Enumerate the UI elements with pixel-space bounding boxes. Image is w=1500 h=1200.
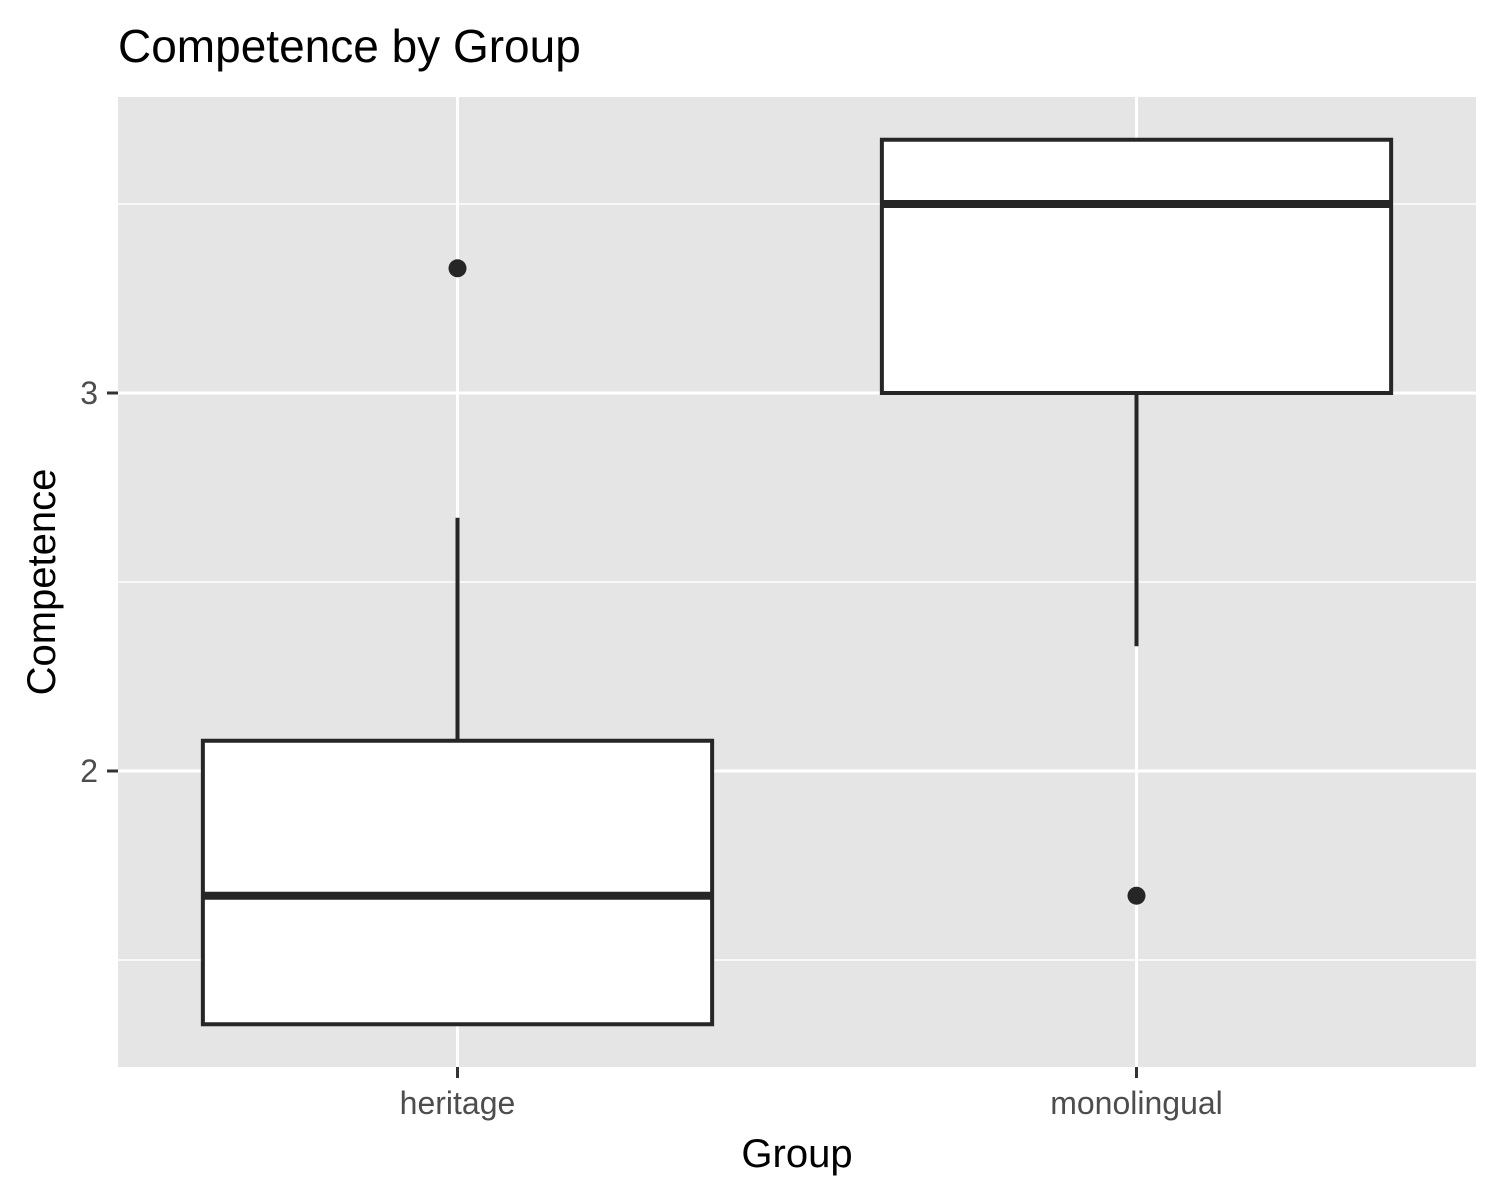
outlier-point [448,259,467,278]
x-tick-label: heritage [400,1085,516,1121]
y-tick-label: 2 [80,753,98,789]
box-monolingual [879,137,1394,905]
x-tick-label: monolingual [1050,1085,1223,1121]
y-tick-label: 3 [80,375,98,411]
y-axis: 23 [80,375,118,789]
x-axis-title: Group [741,1132,852,1176]
box-iqr [879,137,1394,395]
x-axis: heritage monolingual [400,1067,1223,1121]
box-iqr [200,738,715,1027]
boxes [200,137,1394,1027]
outlier-point [1127,886,1146,905]
chart-title: Competence by Group [118,20,581,72]
y-axis-title: Competence [20,469,64,696]
box-heritage [200,259,715,1027]
